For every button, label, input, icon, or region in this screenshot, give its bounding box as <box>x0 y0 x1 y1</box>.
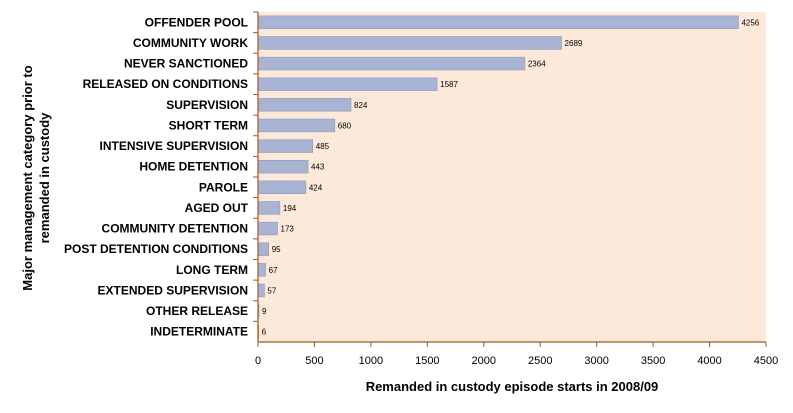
data-label: 4256 <box>741 18 759 27</box>
category-label: RELEASED ON CONDITIONS <box>83 77 248 91</box>
bar <box>257 15 739 30</box>
y-axis-title-line: Major management category prior to <box>20 65 35 290</box>
x-tick-label: 2500 <box>528 355 552 367</box>
data-label: 57 <box>267 286 276 295</box>
x-axis-ticks-group: 0 500 1000 1500 2000 2500 3000 3500 4000 4500 <box>255 342 778 367</box>
data-label: 2364 <box>528 60 546 69</box>
bar <box>257 77 438 91</box>
data-label: 443 <box>311 163 325 172</box>
data-label: 485 <box>316 142 330 151</box>
bar <box>257 221 278 236</box>
data-label: 9 <box>262 307 267 316</box>
data-label: 6 <box>262 328 267 337</box>
x-tick-label: 1500 <box>415 355 439 367</box>
x-axis-title: Remanded in custody episode starts in 20… <box>366 379 659 394</box>
x-tick-label: 500 <box>305 355 323 367</box>
category-label: LONG TERM <box>176 263 248 277</box>
data-label: 173 <box>281 225 295 234</box>
x-tick-label: 4000 <box>697 355 721 367</box>
category-label: PAROLE <box>199 180 248 194</box>
category-label: SHORT TERM <box>169 118 248 132</box>
category-label: INDETERMINATE <box>150 325 248 339</box>
category-label: COMMUNITY WORK <box>133 36 248 50</box>
category-labels-group: OFFENDER POOL COMMUNITY WORK NEVER SANCTIO… <box>64 11 258 339</box>
bar <box>257 159 309 174</box>
data-label: 2689 <box>565 39 583 48</box>
category-label: EXTENDED SUPERVISION <box>98 283 248 297</box>
data-label: 824 <box>354 101 368 110</box>
bar <box>257 283 265 298</box>
category-label: NEVER SANCTIONED <box>124 57 248 71</box>
bar <box>257 118 336 133</box>
data-label: 67 <box>269 266 278 275</box>
data-label: 680 <box>338 121 352 130</box>
data-labels-group: 4256 2689 2364 1587 824 680 485 443 424 194 173 95 6… <box>262 18 760 336</box>
x-tick-label: 3500 <box>641 355 665 367</box>
bar <box>257 56 526 71</box>
category-label: POST DETENTION CONDITIONS <box>64 242 248 256</box>
category-label: INTENSIVE SUPERVISION <box>100 139 248 153</box>
bar <box>257 139 314 153</box>
bar <box>257 36 562 50</box>
data-label: 95 <box>272 245 281 254</box>
y-axis-title: Major management category prior to remand… <box>20 65 52 290</box>
x-tick-label: 0 <box>255 355 261 367</box>
bar <box>257 98 352 112</box>
y-axis-title-line: remanded in custody <box>37 112 52 244</box>
x-tick-label: 1000 <box>359 355 383 367</box>
bar <box>257 242 270 256</box>
x-tick-label: 4500 <box>754 355 778 367</box>
data-label: 424 <box>309 183 323 192</box>
bar <box>257 201 281 215</box>
category-label: COMMUNITY DETENTION <box>102 222 248 236</box>
x-tick-label: 3000 <box>584 355 608 367</box>
data-label: 1587 <box>440 80 458 89</box>
category-label: OTHER RELEASE <box>146 304 248 318</box>
category-label: OFFENDER POOL <box>145 15 248 29</box>
category-label: SUPERVISION <box>166 98 248 112</box>
bar <box>257 263 266 277</box>
category-label: AGED OUT <box>185 201 249 215</box>
data-label: 194 <box>283 204 297 213</box>
x-tick-label: 2000 <box>472 355 496 367</box>
bar <box>257 180 307 195</box>
category-label: HOME DETENTION <box>139 160 248 174</box>
